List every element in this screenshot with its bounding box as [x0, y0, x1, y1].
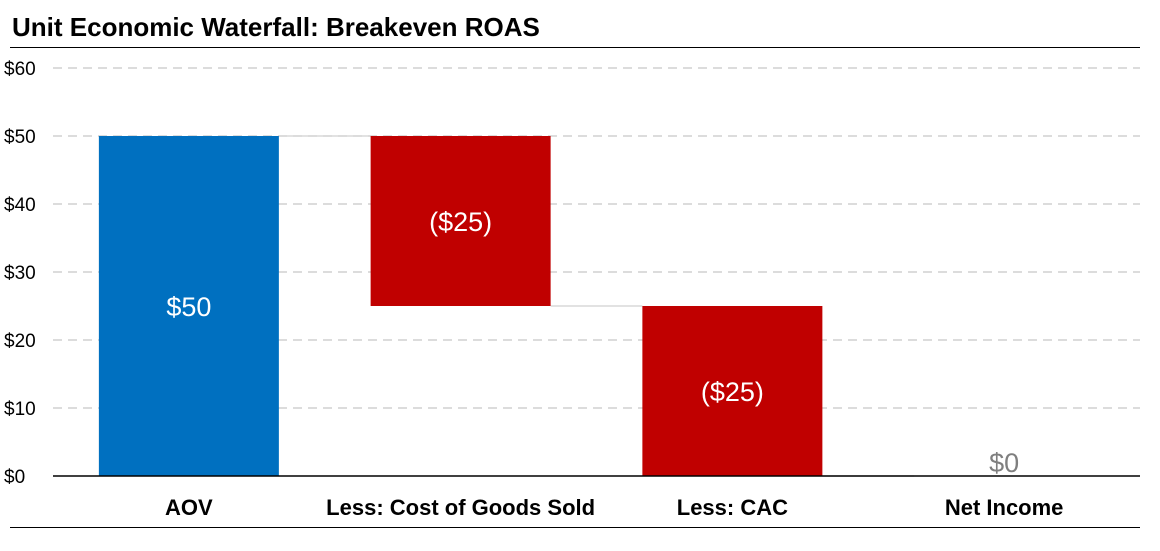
y-tick-label: $20 [4, 331, 36, 352]
y-tick-label: $60 [4, 59, 36, 80]
x-tick-label: Less: CAC [677, 495, 788, 520]
x-tick-label: Net Income [945, 495, 1064, 520]
x-tick-label: Less: Cost of Goods Sold [326, 495, 595, 520]
x-tick-label: AOV [165, 495, 213, 520]
y-tick-label: $40 [4, 195, 36, 216]
bottom-rule [10, 527, 1140, 528]
waterfall-bar [370, 136, 551, 306]
waterfall-bar [642, 306, 823, 476]
data-label: $50 [166, 292, 211, 322]
data-label: ($25) [701, 377, 764, 407]
data-label: $0 [989, 448, 1019, 478]
data-label: ($25) [429, 207, 492, 237]
title-underline [10, 47, 1140, 48]
y-tick-label: $0 [4, 467, 25, 488]
chart-title: Unit Economic Waterfall: Breakeven ROAS [12, 12, 540, 42]
waterfall-bar [98, 136, 279, 476]
y-tick-label: $10 [4, 399, 36, 420]
y-tick-label: $50 [4, 127, 36, 148]
y-tick-label: $30 [4, 263, 36, 284]
